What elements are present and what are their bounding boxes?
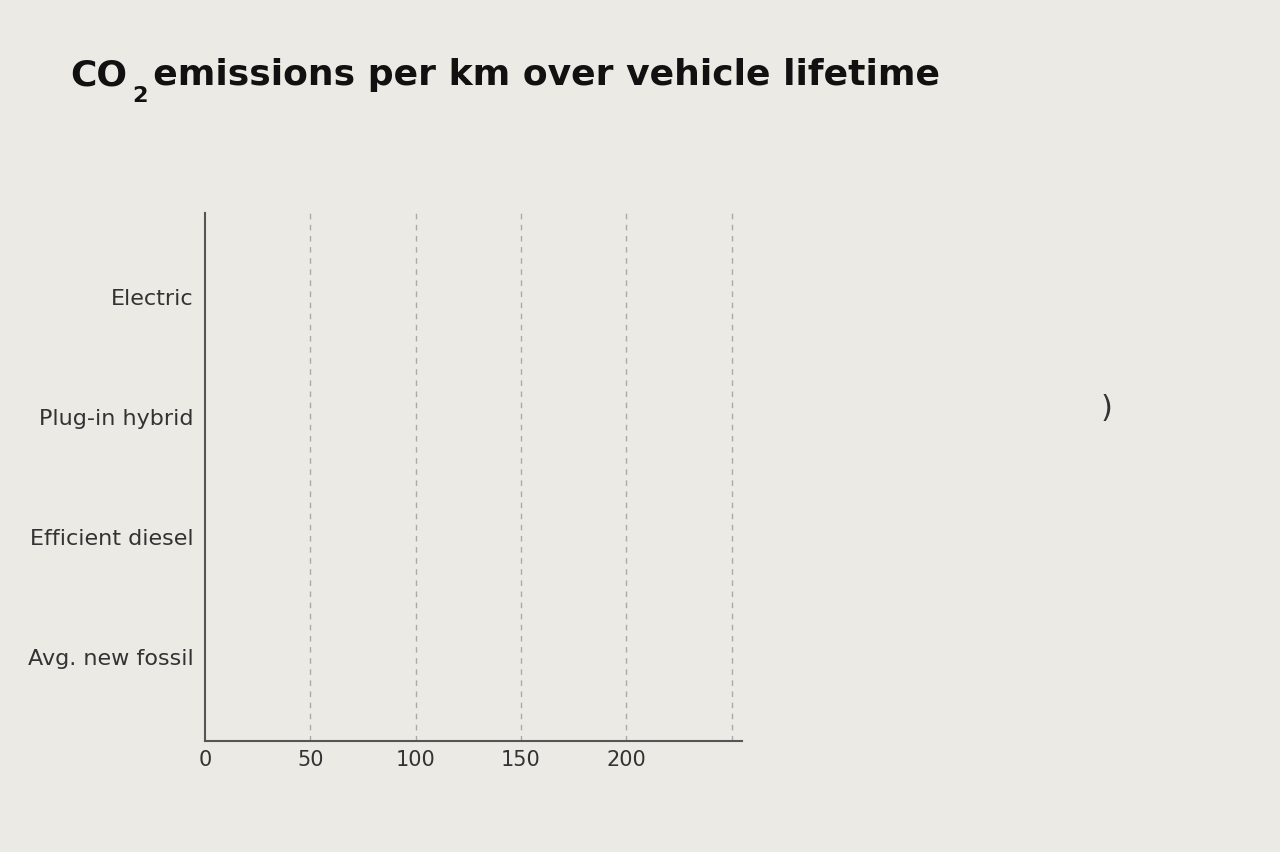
Text: CO: CO — [70, 58, 128, 92]
Text: 2: 2 — [132, 86, 147, 106]
Text: ): ) — [1101, 394, 1112, 423]
Text: emissions per km over vehicle lifetime: emissions per km over vehicle lifetime — [146, 58, 940, 92]
